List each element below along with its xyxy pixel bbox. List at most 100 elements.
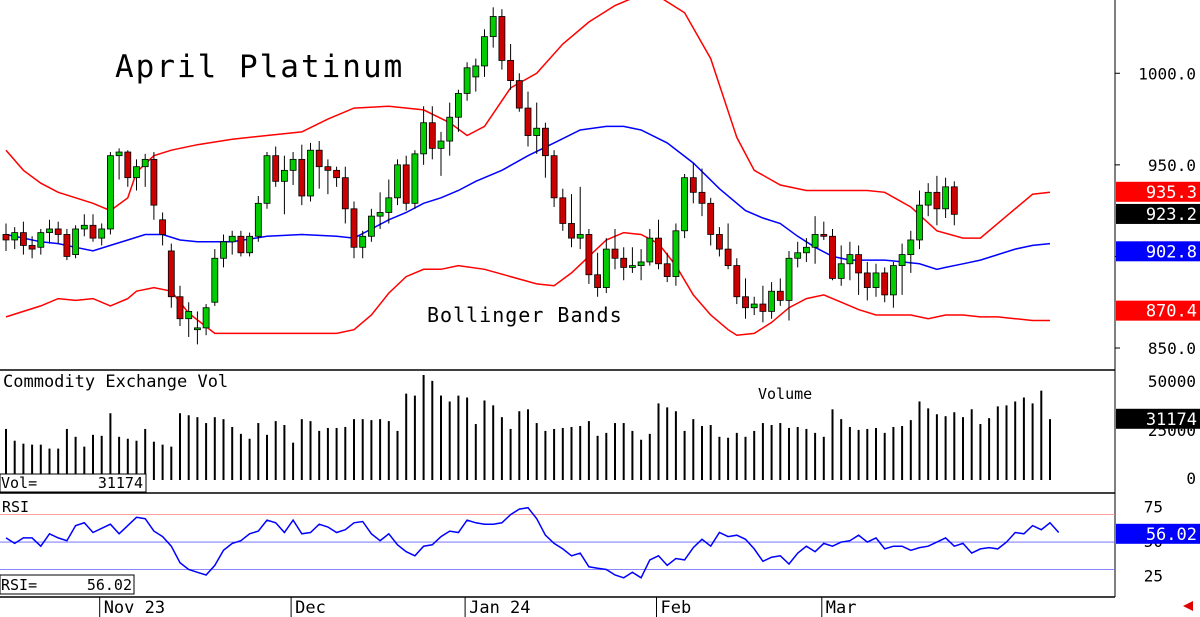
candle-body (141, 158, 149, 168)
candle (524, 91, 532, 147)
candle-body (916, 204, 923, 241)
candle (863, 261, 871, 301)
candle-body (185, 310, 193, 320)
candle (881, 267, 889, 303)
volume-panel-title: Commodity Exchange Vol (3, 372, 228, 392)
candle (246, 232, 254, 257)
rsi-line (5, 506, 1060, 579)
candle (150, 152, 158, 220)
date-tick-label: Dec (295, 598, 326, 617)
candle-body (446, 116, 454, 142)
candle (794, 241, 802, 268)
candle-body (655, 237, 662, 265)
candle-body (341, 177, 349, 210)
candle (916, 190, 923, 250)
candle-body (411, 153, 419, 204)
candle (733, 258, 741, 305)
candle (315, 141, 323, 189)
candle (890, 261, 897, 308)
candle-body (750, 303, 758, 309)
candle-body (472, 65, 480, 78)
candle (481, 29, 488, 77)
candle (341, 166, 349, 224)
candle-body (698, 191, 706, 204)
candle-body (907, 239, 915, 256)
candle (237, 230, 245, 257)
volume-tag-text: 31174 (1146, 410, 1197, 430)
candle (637, 249, 645, 281)
candle-body (837, 263, 845, 279)
volume-readout-label: Vol= (1, 474, 37, 492)
candle-body (63, 234, 71, 257)
candle (768, 282, 775, 319)
candle (63, 228, 71, 261)
price-tag-0-box (1116, 181, 1200, 202)
price-tick-label: 1000.0 (1138, 64, 1196, 83)
candle-body (307, 149, 314, 197)
candle-body (315, 149, 323, 168)
candle (211, 249, 219, 306)
candle (367, 208, 375, 242)
candle-body (37, 232, 45, 248)
candle (454, 89, 462, 132)
candle-body (80, 224, 88, 230)
candle (568, 194, 575, 248)
candle (837, 245, 845, 286)
candle-body (367, 215, 375, 237)
candle-body (585, 234, 593, 276)
candle (776, 278, 784, 306)
candle (629, 247, 636, 273)
candle (707, 197, 715, 246)
candle-body (428, 122, 436, 149)
candle-body (124, 151, 132, 179)
candle (80, 214, 88, 237)
candle-body (46, 228, 53, 234)
price-tag-3-box (1116, 300, 1200, 321)
candle (855, 245, 862, 295)
candle (663, 252, 671, 283)
candle (202, 304, 210, 336)
candle (19, 221, 27, 255)
candle (272, 146, 280, 187)
date-tick-label: Mar (826, 598, 857, 617)
candle (533, 102, 541, 154)
candle (950, 181, 958, 226)
candle-body (359, 235, 367, 248)
candle-body (98, 228, 106, 239)
candle (54, 221, 62, 244)
candle (620, 247, 628, 281)
candle (385, 179, 393, 224)
price-tag-3-text: 870.4 (1146, 302, 1197, 322)
candle-body (324, 166, 332, 171)
candle-body (533, 127, 541, 136)
bollinger-label: Bollinger Bands (427, 303, 623, 327)
candle (89, 214, 97, 242)
candle-body (663, 263, 671, 277)
candle (446, 102, 454, 156)
candle-body (167, 250, 175, 298)
scroll-left-arrow-icon[interactable] (1183, 601, 1193, 611)
price-tag-1-text: 923.2 (1146, 205, 1197, 225)
candle-body (280, 169, 288, 182)
rsi-readout-value: 56.02 (87, 576, 132, 594)
candle-body (298, 158, 306, 197)
candle-body (942, 186, 949, 210)
candle (515, 73, 523, 112)
candle-body (829, 235, 836, 279)
candle (107, 152, 114, 235)
candle-body (716, 234, 723, 250)
candle-body (724, 248, 732, 266)
candle-body (950, 186, 958, 215)
candle (46, 219, 53, 244)
candle-body (220, 241, 227, 259)
candle-body (376, 212, 384, 217)
candle (820, 221, 828, 240)
candle-body (768, 290, 775, 312)
candle-body (933, 191, 941, 210)
candle (263, 152, 271, 209)
candle-body (150, 158, 158, 206)
candle (133, 159, 140, 191)
candle (411, 150, 419, 209)
candle (681, 174, 688, 239)
